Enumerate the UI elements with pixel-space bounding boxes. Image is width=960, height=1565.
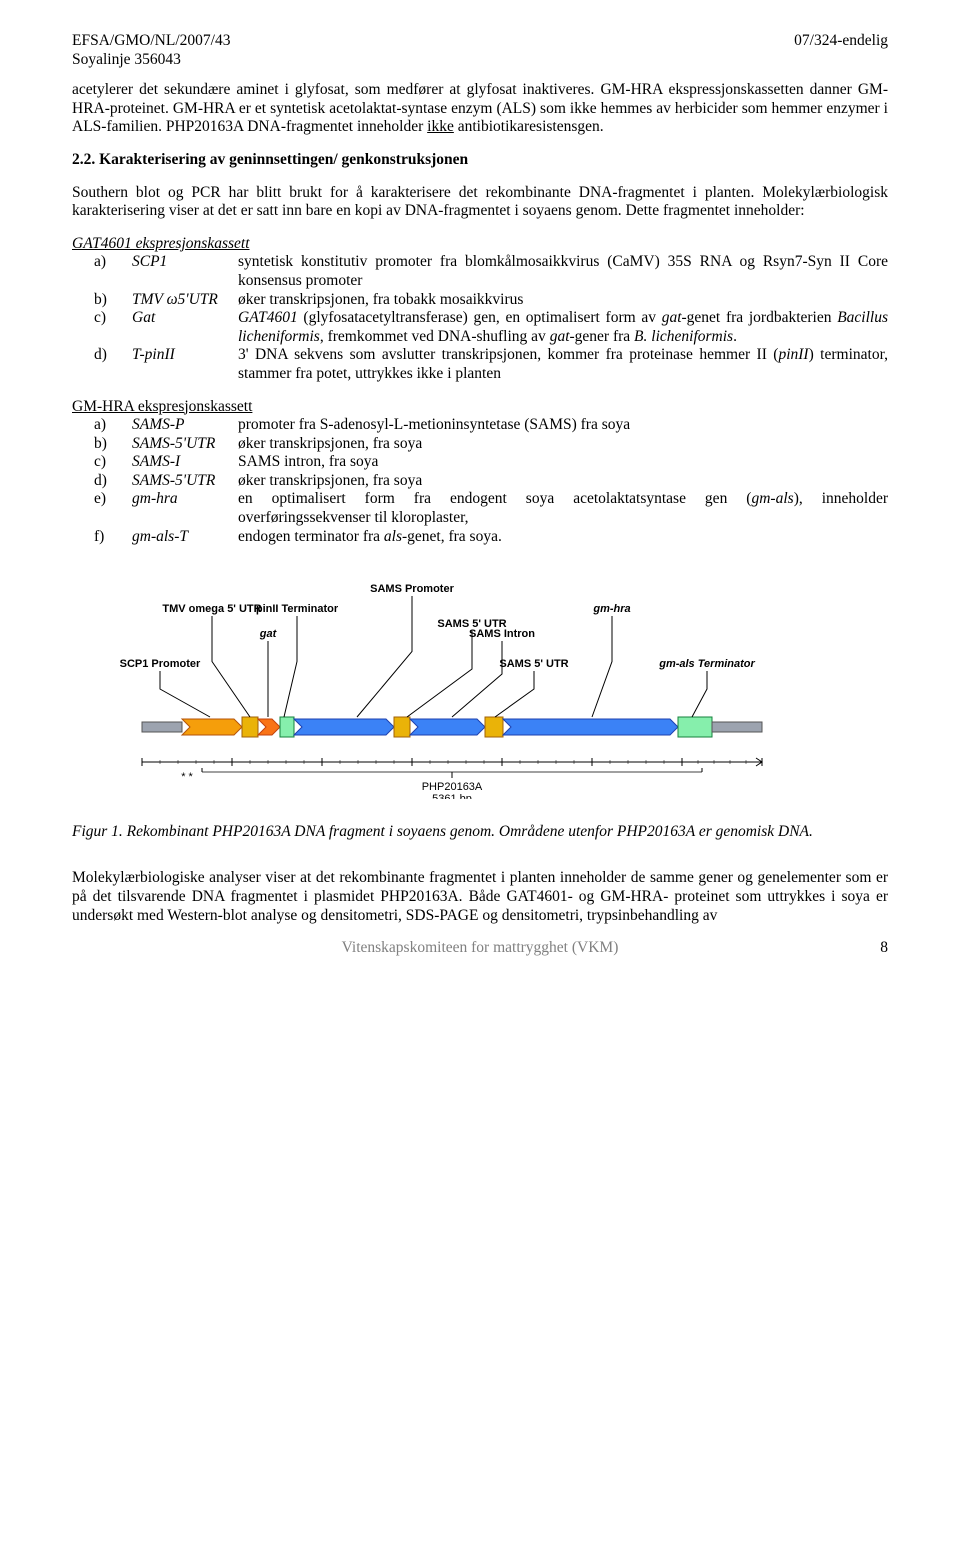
dna-diagram: pinII Terminator gat TMV omega 5' UTR SCP1 … (72, 574, 888, 805)
list-item: a)SAMS-Ppromoter fra S-adenosyl-L-metion… (72, 416, 888, 435)
svg-text:SCP1 Promoter: SCP1 Promoter (120, 658, 201, 670)
svg-text:SAMS 5' UTR: SAMS 5' UTR (499, 658, 568, 670)
list-item: e)gm-hraen optimalisert form fra endogen… (72, 490, 888, 527)
list-item: b)SAMS-5'UTRøker transkripsjonen, fra so… (72, 435, 888, 454)
cassette-1-title: GAT4601 ekspresjonskassett (72, 235, 888, 254)
list-item: b)TMV ω5'UTRøker transkripsjonen, fra to… (72, 291, 888, 310)
list-item: d)T-pinII3' DNA sekvens som avslutter tr… (72, 346, 888, 383)
paragraph-2: Southern blot og PCR har blitt brukt for… (72, 184, 888, 221)
header-left-2: Soyalinje 356043 (72, 51, 888, 70)
svg-text:gat: gat (259, 628, 278, 640)
cassette-2-title: GM-HRA ekspresjonskassett (72, 398, 888, 417)
svg-text:* *: * * (181, 771, 193, 783)
svg-text:TMV omega 5' UTR: TMV omega 5' UTR (162, 603, 261, 615)
svg-text:SAMS Promoter: SAMS Promoter (370, 583, 454, 595)
paragraph-1: acetylerer det sekundære aminet i glyfos… (72, 81, 888, 137)
svg-text:PHP20163A: PHP20163A (422, 781, 483, 793)
cassette-2-list: a)SAMS-Ppromoter fra S-adenosyl-L-metion… (72, 416, 888, 546)
list-item: a)SCP1syntetisk konstitutiv promoter fra… (72, 253, 888, 290)
list-item: c)SAMS-ISAMS intron, fra soya (72, 453, 888, 472)
section-2-2-title: 2.2. Karakterisering av geninnsettingen/… (72, 151, 888, 170)
list-item: d)SAMS-5'UTRøker transkripsjonen, fra so… (72, 472, 888, 491)
list-item: c)GatGAT4601 (glyfosatacetyltransferase)… (72, 309, 888, 346)
header-right: 07/324-endelig (794, 32, 888, 51)
svg-text:pinII Terminator: pinII Terminator (256, 603, 339, 615)
page-number: 8 (858, 939, 888, 958)
footer-center: Vitenskapskomiteen for mattrygghet (VKM) (102, 939, 858, 958)
cassette-1-list: a)SCP1syntetisk konstitutiv promoter fra… (72, 253, 888, 383)
svg-text:gm-als Terminator: gm-als Terminator (658, 658, 755, 670)
list-item: f)gm-als-Tendogen terminator fra als-gen… (72, 528, 888, 547)
svg-text:gm-hra: gm-hra (592, 603, 630, 615)
svg-text:5361 bp: 5361 bp (432, 793, 472, 799)
header-left-1: EFSA/GMO/NL/2007/43 (72, 32, 230, 51)
svg-text:SAMS Intron: SAMS Intron (469, 628, 535, 640)
figure-1-caption: Figur 1. Rekombinant PHP20163A DNA fragm… (72, 823, 888, 842)
footer-paragraph: Molekylærbiologiske analyser viser at de… (72, 869, 888, 925)
